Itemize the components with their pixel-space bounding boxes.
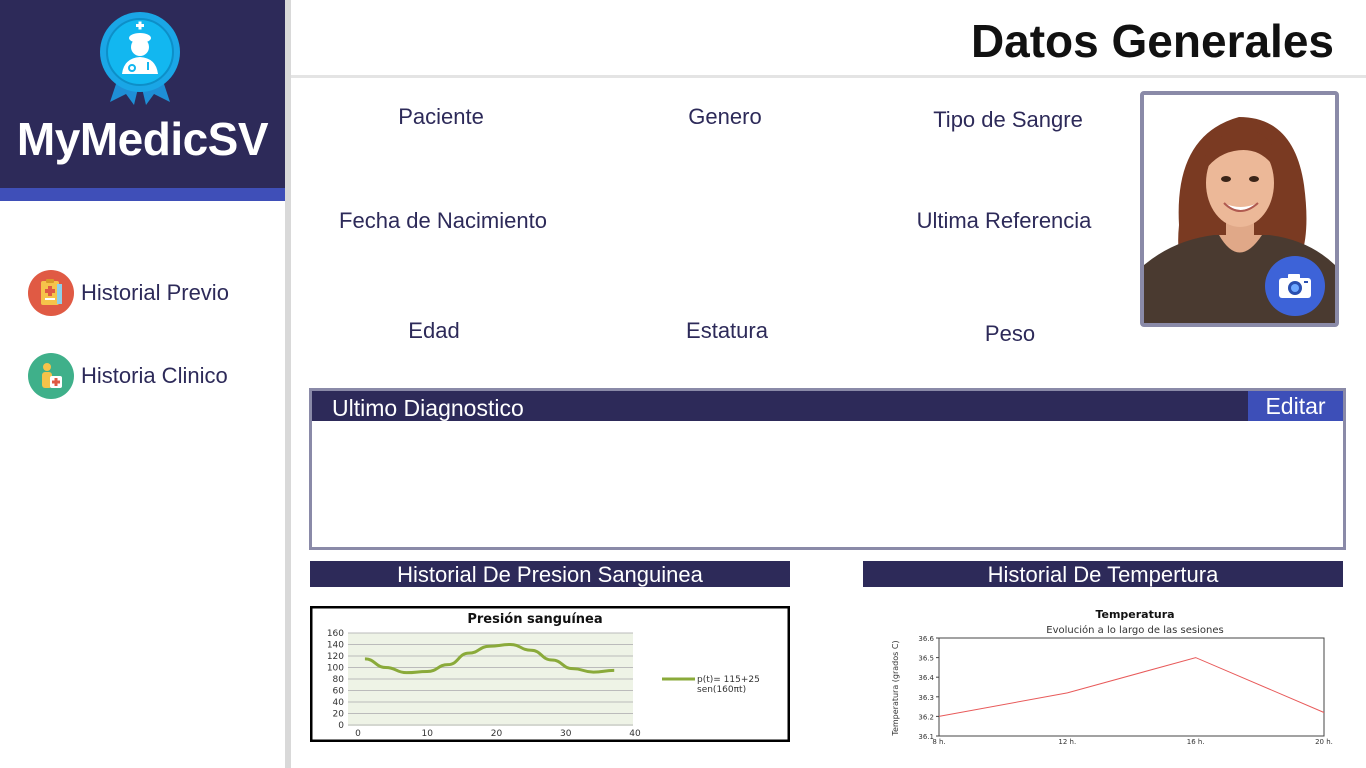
diagnostico-panel: Ultimo Diagnostico Editar: [309, 388, 1346, 550]
page-header: Datos Generales: [291, 0, 1366, 78]
field-tipo-sangre: Tipo de Sangre: [933, 107, 1083, 132]
y-tick-label: 120: [327, 652, 344, 662]
y-tick-label: 36.5: [918, 655, 934, 663]
series-line: [938, 657, 1325, 717]
sidebar: MyMedicSV Historial Previo H: [0, 0, 285, 768]
camera-button[interactable]: [1265, 256, 1325, 316]
x-tick-label: 30: [560, 729, 572, 739]
diagnostico-title: Ultimo Diagnostico: [332, 395, 524, 421]
field-genero: Genero: [688, 104, 762, 129]
medic-badge-icon: [98, 10, 182, 106]
sidebar-divider: [285, 0, 291, 768]
presion-chart: Presión sanguínea 020406080100120140160 …: [310, 606, 790, 742]
app-name: MyMedicSV: [16, 113, 269, 165]
y-tick-label: 40: [333, 698, 345, 708]
chart-subtitle: Evolución a lo largo de las sesiones: [1046, 624, 1223, 636]
camera-icon: [1279, 274, 1311, 298]
diagnostico-header: Ultimo Diagnostico Editar: [312, 391, 1343, 421]
temperatura-chart: Temperatura Evolución a lo largo de las …: [891, 608, 1333, 746]
y-tick-label: 140: [327, 641, 344, 651]
y-tick-label: 36.6: [918, 635, 934, 643]
y-tick-label: 100: [327, 664, 344, 674]
page-title: Datos Generales: [970, 15, 1334, 67]
field-fecha-nacimiento: Fecha de Nacimiento: [339, 208, 547, 233]
field-peso: Peso: [984, 321, 1036, 346]
sidebar-item-label: Historial Previo: [81, 280, 229, 305]
y-tick-label: 0: [338, 721, 344, 731]
y-tick-label: 36.2: [918, 713, 934, 721]
medical-record-icon: [28, 270, 74, 316]
x-tick-label: 12 h.: [1058, 738, 1076, 746]
series-line: [364, 642, 615, 675]
y-tick-label: 20: [333, 710, 345, 720]
section-presion-title: Historial De Presion Sanguinea: [310, 561, 790, 587]
field-ultima-referencia: Ultima Referencia: [916, 208, 1092, 233]
field-estatura: Estatura: [686, 318, 768, 343]
y-tick-label: 36.4: [918, 674, 934, 682]
legend-label: sen(160πt): [697, 685, 746, 695]
y-axis-label: Temperatura (grados C): [891, 640, 900, 736]
legend-label: p(t)= 115+25: [697, 675, 760, 685]
patient-clinic-icon: [28, 353, 74, 399]
x-tick-label: 8 h.: [932, 738, 945, 746]
sidebar-item-label: Historia Clinico: [81, 363, 228, 388]
patient-photo: [1140, 91, 1339, 327]
sidebar-item-historia-clinico[interactable]: Historia Clinico: [28, 352, 228, 400]
y-tick-label: 36.1: [918, 733, 934, 741]
x-tick-label: 20: [491, 729, 503, 739]
brand-header: MyMedicSV: [0, 0, 285, 188]
chart-title: Temperatura: [1095, 608, 1174, 621]
accent-strip: [0, 188, 285, 201]
plot-area: [938, 637, 1325, 737]
sidebar-item-historial-previo[interactable]: Historial Previo: [28, 269, 229, 317]
x-tick-label: 16 h.: [1187, 738, 1205, 746]
field-paciente: Paciente: [398, 104, 484, 129]
x-tick-label: 10: [422, 729, 434, 739]
y-tick-label: 36.3: [918, 694, 934, 702]
edit-button[interactable]: Editar: [1248, 391, 1343, 421]
field-edad: Edad: [408, 318, 460, 343]
x-tick-label: 40: [629, 729, 641, 739]
x-tick-label: 20 h.: [1315, 738, 1333, 746]
y-tick-label: 160: [327, 629, 344, 639]
y-tick-label: 80: [333, 675, 345, 685]
y-tick-label: 60: [333, 687, 345, 697]
chart-title: Presión sanguínea: [467, 612, 602, 627]
x-tick-label: 0: [355, 729, 361, 739]
section-temperatura-title: Historial De Tempertura: [863, 561, 1343, 587]
